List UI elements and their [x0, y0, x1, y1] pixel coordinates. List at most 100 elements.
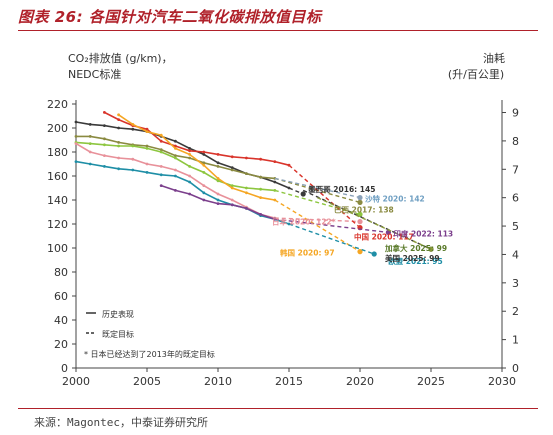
y-tick-label: 200 — [47, 122, 68, 135]
series-point — [202, 171, 206, 174]
y-right-tick-label: 1 — [512, 334, 519, 347]
series-point — [174, 154, 177, 158]
y-tick-label: 0 — [61, 362, 68, 375]
series-target-line — [288, 187, 304, 195]
series-point — [117, 167, 120, 171]
series-point — [188, 165, 192, 168]
series-point — [174, 189, 177, 192]
series-point — [245, 186, 248, 190]
target-marker — [357, 199, 363, 205]
y-tick-label: 180 — [47, 146, 68, 159]
x-tick-label: 2000 — [62, 375, 90, 388]
y-right-tick-label: 7 — [512, 163, 519, 176]
series-point — [88, 123, 92, 126]
series-point — [259, 187, 262, 191]
series-point — [230, 168, 234, 172]
series-point — [202, 184, 206, 188]
series-point — [230, 186, 234, 190]
legend-target-label: 既定目标 — [102, 329, 134, 339]
series-point — [159, 139, 163, 143]
series-point — [216, 198, 220, 202]
series-point — [230, 155, 234, 159]
series-target-line — [274, 199, 361, 253]
y-right-tick-label: 9 — [512, 107, 519, 120]
series-point — [131, 157, 135, 161]
y-axis-label-right-line2: (升/百公里) — [448, 68, 504, 81]
y-tick-label: 220 — [47, 98, 68, 111]
series-point — [202, 191, 206, 195]
series-point — [74, 120, 78, 124]
y-tick-label: 40 — [54, 314, 68, 327]
series-point — [230, 198, 234, 202]
series-point — [216, 153, 220, 156]
target-marker — [428, 246, 434, 252]
series-point — [188, 149, 192, 153]
series-target-line — [274, 218, 389, 234]
x-tick-label: 2030 — [488, 375, 516, 388]
series-label: 日本 2020: 122* — [272, 217, 336, 227]
series-point — [245, 207, 248, 210]
x-tick-label: 2005 — [133, 375, 161, 388]
series-point — [88, 135, 92, 138]
y-tick-label: 60 — [54, 290, 68, 303]
series-point — [145, 162, 149, 166]
series-label: 欧盟 2021: 95 — [388, 256, 443, 266]
series-point — [117, 144, 120, 148]
series-target-line — [274, 217, 361, 223]
series-point — [216, 161, 220, 165]
series-point — [216, 179, 220, 183]
target-marker — [371, 251, 377, 257]
series-point — [202, 153, 206, 156]
chart-series-labels: 墨西哥 2016: 145 巴西 2017: 138 日本 2020: 122* 中国… — [272, 184, 453, 266]
series-point — [74, 160, 78, 164]
series-point — [174, 156, 177, 160]
target-marker — [300, 191, 306, 197]
series-point — [188, 153, 192, 156]
y-tick-label: 160 — [47, 170, 68, 183]
series-point — [103, 165, 106, 168]
series-point — [230, 184, 234, 188]
series-point — [259, 175, 262, 179]
series-point — [259, 157, 262, 161]
x-tick-label: 2010 — [204, 375, 232, 388]
series-point — [103, 124, 106, 127]
series-point — [131, 123, 135, 126]
legend-note: * 日本已经达到了2013年的既定目标 — [84, 349, 215, 359]
x-tick-label: 2015 — [275, 375, 303, 388]
y-axis-label-left-line2: NEDC标准 — [68, 67, 121, 81]
series-point — [103, 143, 106, 147]
series-point — [230, 166, 234, 170]
target-marker — [357, 249, 363, 255]
series-label: 墨西哥 2016: 145 — [308, 184, 375, 194]
series-point — [88, 162, 92, 166]
series-point — [103, 154, 106, 158]
series-target-line — [288, 164, 361, 229]
y-tick-label: 100 — [47, 242, 68, 255]
series-target-line — [274, 177, 361, 199]
series-actual-line — [118, 114, 275, 201]
series-point — [74, 135, 78, 138]
target-marker — [357, 219, 363, 225]
series-point — [174, 139, 177, 143]
series-point — [103, 111, 106, 114]
series-point — [145, 130, 149, 134]
series-point — [188, 174, 192, 178]
y-tick-label: 80 — [54, 266, 68, 279]
series-point — [202, 198, 206, 202]
series-point — [216, 177, 220, 180]
series-point — [117, 141, 120, 144]
y-axis-label-left-line1: CO₂排放值 (g/km)， — [68, 51, 173, 65]
series-point — [259, 196, 262, 200]
series-point — [159, 148, 163, 152]
series-point — [117, 156, 120, 160]
y-tick-label: 120 — [47, 218, 68, 231]
series-point — [216, 202, 220, 206]
series-point — [117, 126, 120, 130]
series-point — [131, 168, 135, 172]
series-point — [245, 191, 248, 195]
chart-legend: 历史表现 既定目标 * 日本已经达到了2013年的既定目标 — [84, 309, 215, 359]
series-label: 中国 2020: 117 — [354, 232, 414, 242]
series-label: 美国 2025: 99 — [385, 253, 440, 263]
y-tick-label: 20 — [54, 338, 68, 351]
